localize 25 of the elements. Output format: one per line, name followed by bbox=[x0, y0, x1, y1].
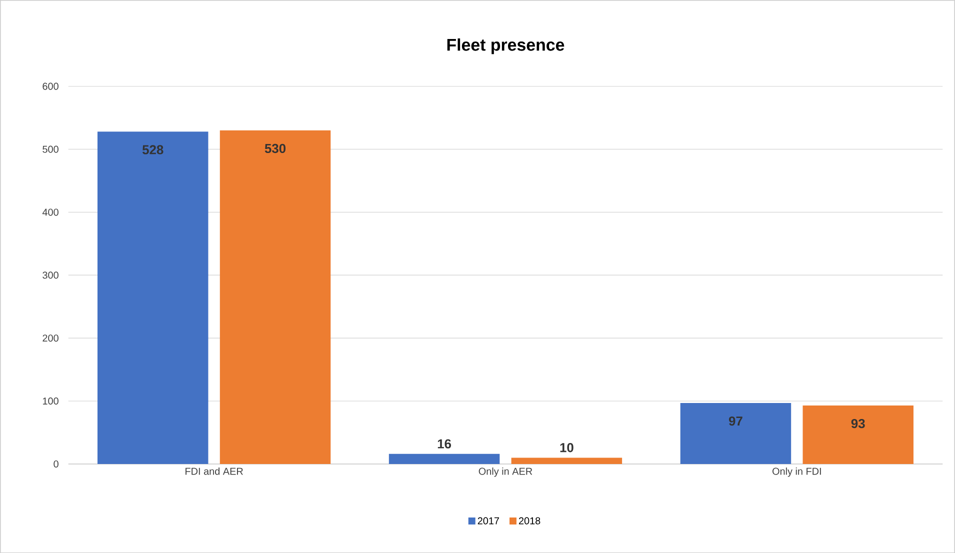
bar bbox=[97, 131, 208, 464]
bar bbox=[388, 454, 500, 464]
x-tick-label: FDI and AER bbox=[186, 467, 243, 475]
bar bbox=[802, 405, 914, 464]
x-tick-label: Only in AER bbox=[478, 467, 532, 477]
bar bbox=[220, 130, 331, 464]
y-tick-label: 100 bbox=[42, 397, 58, 404]
y-tick-label: 500 bbox=[42, 146, 58, 153]
data-label: 97 bbox=[728, 416, 742, 426]
data-label: 10 bbox=[560, 442, 574, 452]
y-tick-label: 600 bbox=[42, 82, 58, 90]
x-tick-label: Only in FDI bbox=[772, 467, 821, 477]
data-label: 530 bbox=[264, 144, 286, 153]
y-tick-label: 400 bbox=[42, 208, 58, 216]
y-tick-label: 200 bbox=[42, 334, 58, 342]
legend-label: 2018 bbox=[518, 517, 540, 524]
y-tick-label: 0 bbox=[54, 460, 58, 468]
bar bbox=[511, 458, 622, 464]
chart-title: Fleet presence bbox=[447, 38, 564, 54]
y-tick-label: 300 bbox=[42, 271, 58, 279]
data-label: 93 bbox=[851, 418, 865, 428]
bar bbox=[680, 402, 792, 464]
data-label: 528 bbox=[142, 144, 164, 154]
data-label: 16 bbox=[438, 439, 452, 448]
legend-label: 2017 bbox=[478, 517, 499, 524]
